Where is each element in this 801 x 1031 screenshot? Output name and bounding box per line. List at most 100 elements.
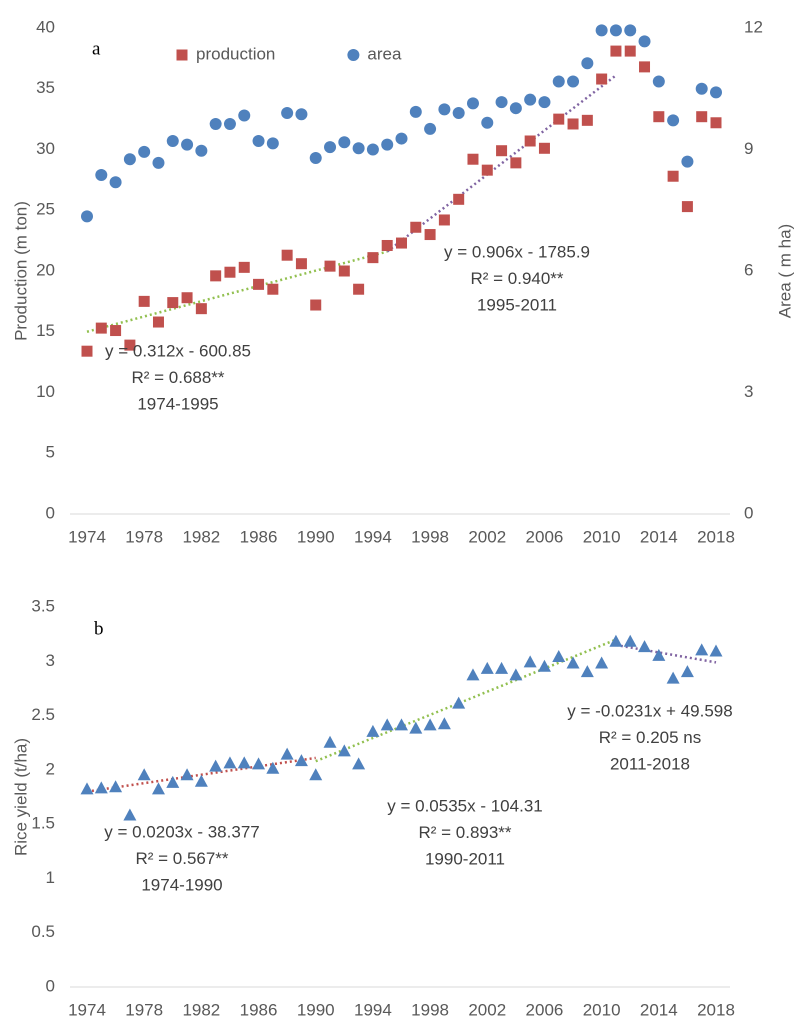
y-tick-label: 0 (46, 976, 55, 995)
data-point (510, 157, 522, 169)
data-point (652, 75, 665, 88)
x-tick-label: 1974 (68, 1000, 106, 1019)
data-point (180, 768, 194, 781)
data-point (423, 718, 437, 731)
x-tick-label: 1978 (125, 1000, 163, 1019)
data-point (123, 153, 136, 166)
x-tick-label: 1982 (182, 527, 220, 546)
data-point (95, 169, 108, 182)
y2-tick-label: 0 (744, 503, 753, 522)
y-tick-label: 1 (46, 868, 55, 887)
data-point (381, 138, 394, 151)
data-point (223, 756, 237, 769)
data-point (624, 45, 636, 57)
data-point (181, 292, 193, 304)
trend-annotation: R² = 0.205 ns (599, 728, 702, 747)
y-tick-label: 30 (36, 139, 55, 158)
data-point (223, 117, 236, 130)
data-point (123, 808, 137, 821)
data-point (137, 768, 151, 781)
trend-annotation: y = -0.0231x + 49.598 (567, 701, 732, 720)
data-point (238, 261, 250, 273)
y-tick-label: 0.5 (31, 922, 55, 941)
x-tick-label: 1978 (125, 527, 163, 546)
y2-tick-label: 12 (744, 17, 763, 36)
panel-label: b (94, 618, 104, 639)
x-tick-label: 2006 (526, 527, 564, 546)
y2-tick-label: 9 (744, 139, 753, 158)
y-tick-label: 3 (46, 651, 55, 670)
x-tick-label: 1990 (297, 527, 335, 546)
data-point (453, 193, 465, 205)
data-point (681, 155, 694, 168)
x-tick-label: 1998 (411, 1000, 449, 1019)
x-tick-label: 2002 (468, 1000, 506, 1019)
data-point (495, 661, 509, 674)
data-point (209, 759, 223, 772)
data-point (609, 634, 623, 647)
data-point (152, 156, 165, 169)
y-tick-label: 5 (46, 443, 55, 462)
data-point (381, 239, 393, 251)
x-tick-label: 1974 (68, 527, 106, 546)
data-point (295, 258, 307, 270)
data-point (337, 744, 351, 757)
data-point (639, 61, 651, 73)
legend-marker (176, 49, 188, 61)
y-tick-label: 10 (36, 382, 55, 401)
data-point (466, 668, 480, 681)
data-point (110, 325, 122, 337)
data-point (538, 142, 550, 154)
y-tick-label: 0 (46, 503, 55, 522)
data-point (209, 117, 222, 130)
y-axis-label: Rice yield (t/ha) (11, 738, 30, 856)
data-point (553, 113, 565, 125)
data-point (652, 648, 666, 661)
x-tick-label: 1986 (240, 527, 278, 546)
data-point (195, 144, 208, 157)
trend-line (86, 250, 388, 333)
data-point (495, 96, 508, 109)
data-point (695, 643, 709, 656)
x-tick-label: 2014 (640, 1000, 678, 1019)
data-point (253, 278, 265, 290)
trend-line (315, 638, 617, 763)
data-point (238, 109, 251, 122)
x-tick-label: 2002 (468, 527, 506, 546)
data-point (566, 656, 580, 669)
data-point (409, 105, 422, 118)
data-point (667, 114, 680, 127)
data-point (94, 781, 108, 794)
y2-tick-label: 6 (744, 260, 753, 279)
data-point (480, 661, 494, 674)
data-point (638, 35, 651, 48)
data-point (696, 111, 708, 123)
data-point (395, 718, 408, 731)
data-point (681, 201, 693, 213)
data-point (709, 644, 723, 657)
trend-annotation: 1974-1995 (137, 394, 218, 413)
data-point (452, 107, 465, 120)
data-point (323, 735, 337, 748)
data-point (366, 143, 379, 156)
y-tick-label: 3.5 (31, 596, 55, 615)
data-point (352, 142, 365, 155)
x-tick-label: 2018 (697, 527, 735, 546)
x-tick-label: 1998 (411, 527, 449, 546)
data-point (338, 265, 350, 277)
data-point (81, 210, 93, 223)
data-point (167, 297, 179, 309)
trend-line (86, 756, 316, 793)
data-point (210, 270, 222, 282)
data-point (624, 24, 637, 37)
trend-annotation: y = 0.0203x - 38.377 (104, 822, 259, 841)
x-tick-label: 1982 (182, 1000, 220, 1019)
y-tick-label: 20 (36, 260, 55, 279)
trend-annotation: R² = 0.940** (470, 269, 563, 288)
data-point (281, 249, 293, 261)
data-point (109, 176, 122, 189)
data-point (367, 252, 379, 264)
data-point (224, 266, 236, 278)
legend-label: area (367, 44, 402, 63)
